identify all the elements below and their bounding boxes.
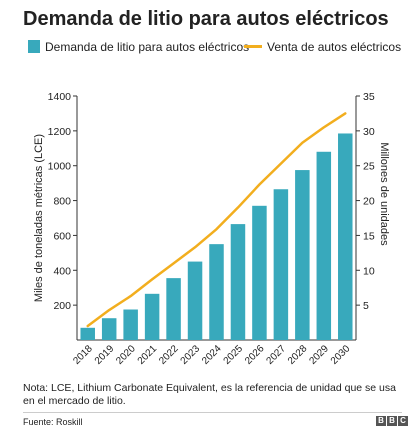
legend-item-bar: Demanda de litio para autos eléctricos: [28, 40, 249, 54]
x-tick-label: 2026: [243, 343, 267, 367]
x-tick-label: 2020: [114, 343, 138, 367]
x-tick-label: 2022: [157, 343, 181, 367]
x-tick-label: 2021: [136, 343, 160, 367]
bbc-logo: B B C: [376, 416, 408, 426]
legend-label-bar: Demanda de litio para autos eléctricos: [45, 40, 250, 54]
bar: [316, 151, 332, 340]
y-tick-label-left: 1400: [48, 91, 72, 103]
y-tick-label-right: 10: [363, 265, 375, 277]
bbc-logo-letter: B: [376, 416, 386, 426]
bar: [295, 170, 310, 340]
x-tick-label: 2023: [179, 343, 203, 367]
y-tick-label-left: 200: [53, 300, 71, 312]
y-tick-label-right: 35: [363, 91, 375, 103]
legend-label-line: Venta de autos eléctricos: [267, 40, 402, 54]
y-tick-label-right: 20: [363, 196, 375, 208]
bar: [166, 278, 181, 340]
line-series: [86, 112, 347, 328]
note-text: Nota: LCE, Lithium Carbonate Equivalent,…: [23, 382, 396, 407]
bar: [187, 261, 203, 340]
bar: [101, 318, 117, 340]
x-tick-label: 2024: [200, 343, 224, 367]
bar: [230, 224, 246, 340]
y-axis-title-right: Millones de unidades: [378, 142, 390, 246]
bar: [252, 205, 267, 340]
bar: [273, 189, 289, 340]
x-tick-label: 2025: [222, 343, 246, 367]
legend-swatch-bar: [28, 40, 40, 53]
x-tick-label: 2028: [286, 343, 310, 367]
chart-plot: 2004006008001000120014005101520253035201…: [33, 91, 390, 367]
bar: [123, 309, 138, 340]
y-tick-label-left: 800: [53, 196, 71, 208]
bar: [338, 133, 353, 340]
y-tick-label-right: 30: [363, 126, 375, 138]
y-tick-label-right: 15: [363, 230, 375, 242]
bar: [209, 244, 224, 340]
y-tick-label-right: 25: [363, 161, 375, 173]
x-tick-label: 2029: [307, 343, 331, 367]
x-tick-label: 2018: [71, 343, 95, 367]
bbc-logo-letter: C: [398, 416, 408, 426]
x-tick-label: 2019: [93, 343, 117, 367]
y-tick-label-left: 600: [53, 230, 71, 242]
y-tick-label-left: 400: [53, 265, 71, 277]
footer-divider: [23, 412, 402, 413]
bar: [144, 293, 160, 340]
x-tick-label: 2027: [264, 343, 288, 367]
x-tick-label: 2030: [329, 343, 353, 367]
y-axis-title-left: Miles de toneladas métricas (LCE): [33, 134, 45, 302]
legend-swatch-line: [244, 45, 262, 48]
legend-item-line: Venta de autos eléctricos: [244, 40, 401, 54]
y-tick-label-left: 1200: [48, 126, 72, 138]
bbc-logo-letter: B: [387, 416, 397, 426]
y-tick-label-right: 5: [363, 300, 369, 312]
chart-title: Demanda de litio para autos eléctricos: [23, 8, 389, 30]
y-tick-label-left: 1000: [48, 161, 72, 173]
bar: [80, 327, 95, 340]
source-text: Fuente: Roskill: [23, 417, 83, 427]
